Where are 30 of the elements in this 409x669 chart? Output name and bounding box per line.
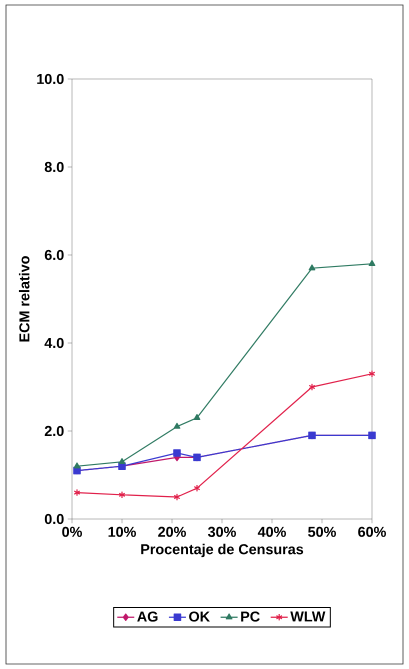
x-tick-label: 30% <box>208 526 236 537</box>
legend-label: WLW <box>290 612 326 622</box>
y-tick-label: 8.0 <box>44 162 64 172</box>
x-tick-label: 0% <box>62 526 82 537</box>
y-axis-title: ECM relativo <box>18 256 30 342</box>
point <box>174 493 180 501</box>
y-tick-label: 6.0 <box>44 250 64 260</box>
y-tick-label: 10.0 <box>37 74 64 84</box>
x-tick-label: 40% <box>258 526 286 537</box>
point <box>308 383 316 391</box>
legend-label: AG <box>137 611 158 622</box>
y-tick-label: 2.0 <box>44 426 64 436</box>
x-tick-label: 60% <box>358 526 386 537</box>
legend-label: PC <box>241 611 260 622</box>
x-axis-title: Procentaje de Censuras <box>141 544 304 558</box>
point <box>173 449 181 457</box>
legend-label: OK <box>189 611 210 622</box>
point <box>308 264 316 270</box>
point <box>194 484 200 492</box>
y-tick-label: 4.0 <box>44 338 64 348</box>
y-tick-label: 0.0 <box>44 514 64 524</box>
x-tick-label: 20% <box>158 526 186 537</box>
x-tick-label: 10% <box>108 526 136 537</box>
point <box>194 414 200 420</box>
point <box>174 422 180 429</box>
point <box>118 458 126 464</box>
point <box>74 462 80 468</box>
point <box>118 491 126 499</box>
point <box>368 260 376 266</box>
x-tick-label: 50% <box>308 526 336 537</box>
